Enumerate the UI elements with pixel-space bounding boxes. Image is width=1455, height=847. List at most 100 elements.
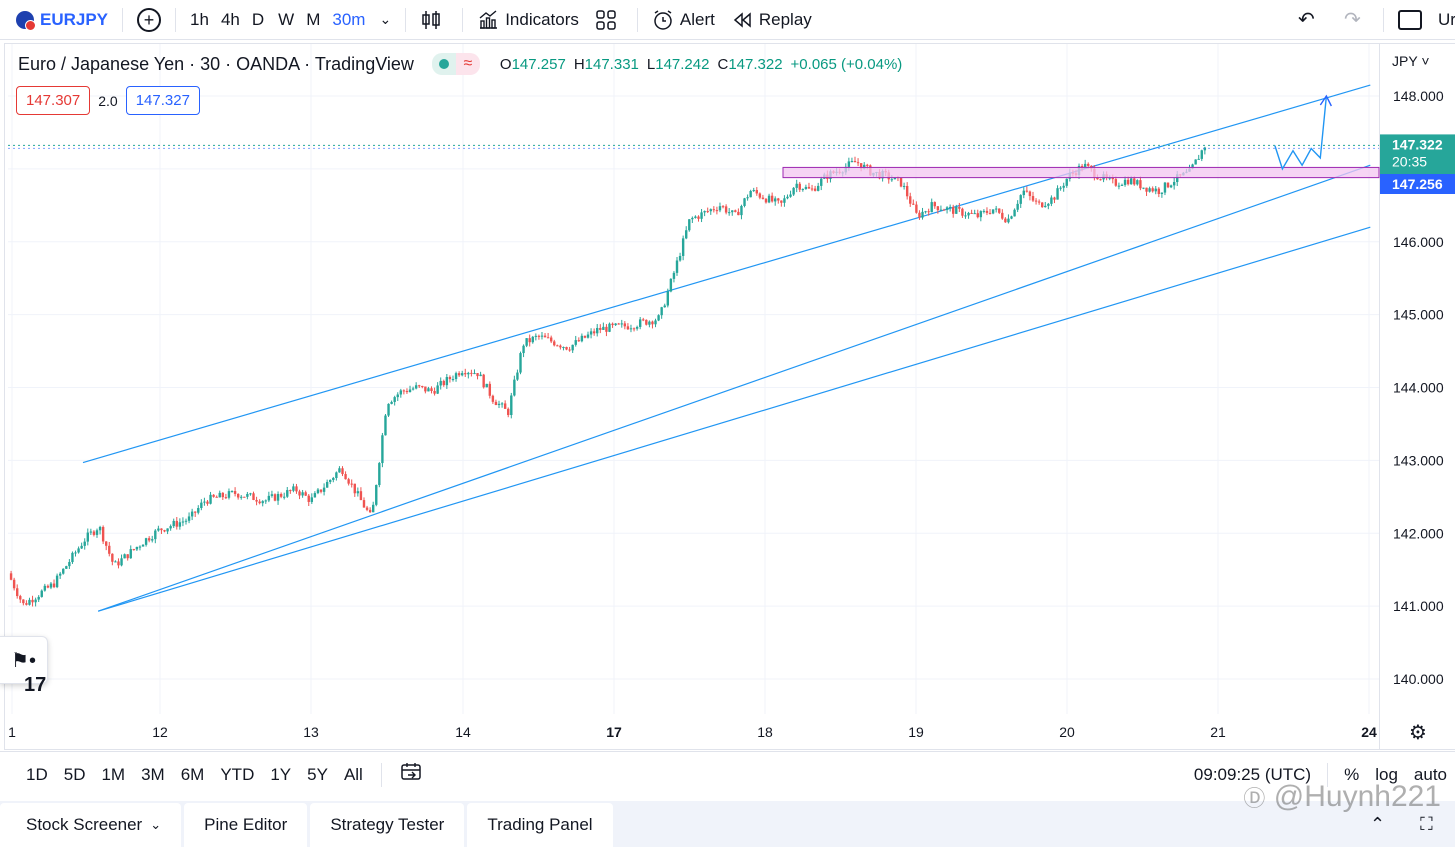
- legend-title[interactable]: Euro / Japanese Yen · 30 · OANDA · Tradi…: [18, 53, 414, 74]
- candle: [246, 493, 249, 497]
- candle: [470, 372, 473, 374]
- candle: [577, 340, 581, 342]
- candle: [1176, 174, 1179, 183]
- candle: [1034, 200, 1038, 202]
- percent-toggle[interactable]: %: [1344, 764, 1360, 784]
- candle: [34, 599, 37, 603]
- candle: [991, 209, 995, 214]
- candle: [801, 189, 805, 191]
- candle: [445, 377, 449, 386]
- indicators-label: Indicators: [505, 9, 579, 29]
- candle: [859, 163, 863, 169]
- auto-toggle[interactable]: auto: [1413, 764, 1447, 784]
- replay-button[interactable]: Replay: [723, 0, 820, 40]
- candle: [439, 380, 442, 386]
- candle: [83, 541, 86, 546]
- range-3m[interactable]: 3M: [141, 764, 165, 784]
- candle: [218, 492, 221, 498]
- tab-pine-editor[interactable]: Pine Editor: [184, 803, 308, 847]
- candle: [752, 190, 755, 192]
- interval-m[interactable]: M: [306, 9, 321, 29]
- market-status[interactable]: ≈: [431, 53, 480, 75]
- log-toggle[interactable]: log: [1375, 764, 1398, 784]
- candle: [467, 372, 470, 375]
- candle: [390, 401, 393, 404]
- goto-date-button[interactable]: [392, 762, 430, 787]
- candle: [105, 541, 108, 546]
- symbol-search[interactable]: EURJPY: [0, 0, 116, 40]
- candle: [1169, 185, 1173, 188]
- tab-trading-panel[interactable]: Trading Panel: [467, 803, 613, 847]
- tab-strategy-tester[interactable]: Strategy Tester: [310, 803, 465, 847]
- range-all[interactable]: All: [343, 764, 363, 784]
- candle: [1044, 205, 1047, 208]
- collapse-panel-button[interactable]: ⌃ ⛶: [1370, 814, 1433, 835]
- candle: [654, 320, 657, 325]
- candle: [25, 603, 28, 605]
- candle: [706, 211, 709, 213]
- range-5y[interactable]: 5Y: [307, 764, 328, 784]
- toolbar-divider: [636, 7, 638, 32]
- layout-button[interactable]: [1390, 0, 1430, 40]
- currency-flag-icon: [16, 10, 36, 31]
- candle: [71, 552, 74, 563]
- low-key: L: [646, 55, 656, 73]
- chart-pane[interactable]: [4, 43, 1455, 750]
- compare-button[interactable]: +: [129, 0, 169, 40]
- candle: [611, 323, 614, 326]
- templates-button[interactable]: [587, 0, 631, 40]
- ohlc-values: O147.257 H147.331 L147.242 C147.322 +0.0…: [500, 56, 902, 73]
- chart-type-button[interactable]: [412, 0, 456, 40]
- candle: [252, 493, 255, 500]
- sell-button[interactable]: 147.307: [16, 86, 91, 115]
- redo-button[interactable]: ↷: [1336, 0, 1369, 40]
- indicators-button[interactable]: Indicators: [469, 0, 587, 40]
- candle: [915, 204, 918, 213]
- tab-stock-screener[interactable]: Stock Screener ⌄: [0, 803, 182, 847]
- interval-dropdown[interactable]: ⌄: [371, 0, 399, 40]
- candle: [543, 335, 547, 338]
- candle: [442, 380, 445, 386]
- interval-1h[interactable]: 1h: [190, 9, 209, 29]
- candle: [135, 546, 139, 550]
- candle: [743, 198, 746, 206]
- buy-button[interactable]: 147.327: [125, 86, 200, 115]
- utc-clock[interactable]: 09:09:25 (UTC): [1193, 764, 1312, 784]
- range-1d[interactable]: 1D: [26, 764, 48, 784]
- candle: [289, 490, 292, 492]
- undo-button[interactable]: ↶: [1290, 0, 1323, 40]
- high-key: H: [573, 55, 585, 73]
- alert-button[interactable]: Alert: [644, 0, 723, 40]
- candle: [1004, 218, 1007, 223]
- candle: [132, 549, 136, 551]
- range-1m[interactable]: 1M: [101, 764, 126, 784]
- interval-w[interactable]: W: [278, 9, 295, 29]
- drawing-toolbar-toggle[interactable]: ⚑•: [0, 636, 48, 684]
- range-1y[interactable]: 1Y: [270, 764, 292, 784]
- candle: [424, 386, 427, 392]
- candle: [316, 489, 320, 494]
- candle: [436, 385, 439, 394]
- candle: [384, 415, 387, 436]
- candle: [1197, 158, 1200, 160]
- interval-d[interactable]: D: [251, 9, 265, 29]
- layout-name[interactable]: Ur: [1438, 9, 1455, 29]
- candle: [727, 212, 731, 214]
- candle: [691, 217, 694, 220]
- range-5d[interactable]: 5D: [63, 764, 86, 784]
- time-tick-label: 18: [757, 724, 773, 740]
- candle: [58, 573, 62, 576]
- candle: [273, 494, 277, 501]
- candle: [98, 526, 102, 531]
- candle: [976, 213, 979, 218]
- candle: [592, 331, 596, 334]
- maximize-icon: ⛶: [1420, 814, 1433, 834]
- candle: [169, 526, 172, 529]
- interval-4h[interactable]: 4h: [220, 9, 240, 29]
- range-6m[interactable]: 6M: [180, 764, 205, 784]
- range-ytd[interactable]: YTD: [220, 764, 255, 784]
- candle: [485, 383, 488, 388]
- interval-30m[interactable]: 30m: [332, 9, 366, 29]
- candle: [958, 206, 961, 209]
- candle: [126, 554, 129, 559]
